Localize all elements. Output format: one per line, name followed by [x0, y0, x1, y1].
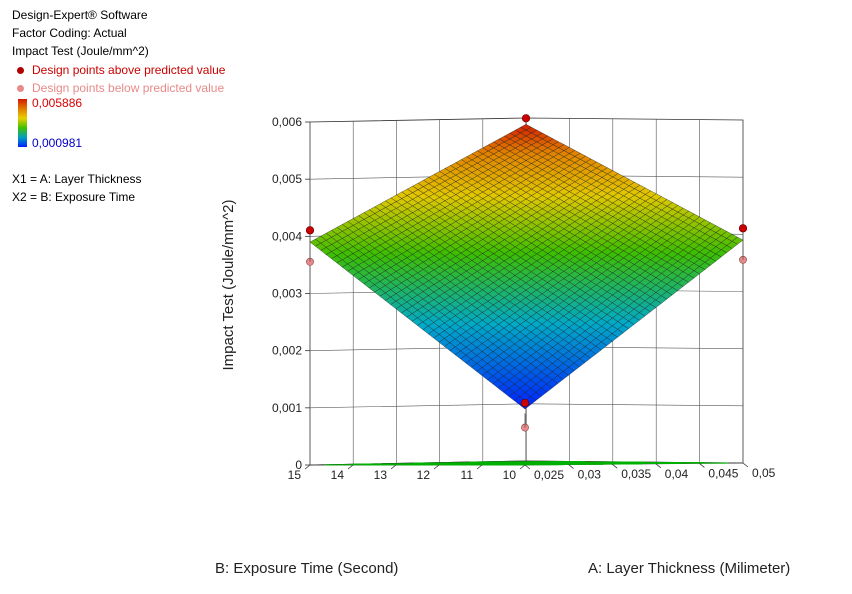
above-legend-label: Design points above predicted value	[32, 63, 226, 77]
y-tick	[476, 464, 483, 470]
design-point-above	[521, 114, 531, 123]
x-tick-label: 0,045	[708, 466, 738, 480]
x1-factor-label: X1 = A: Layer Thickness	[12, 172, 142, 186]
x-tick-label: 0,04	[665, 467, 689, 481]
factor-coding-label: Factor Coding: Actual	[12, 26, 127, 40]
x-axis-title: A: Layer Thickness (Milimeter)	[588, 560, 790, 577]
design-point-above	[738, 224, 748, 233]
response-surface	[309, 124, 744, 410]
z-tick-label: 0,005	[272, 172, 302, 186]
software-label: Design-Expert® Software	[12, 8, 148, 22]
x-tick	[568, 464, 574, 469]
z-tick-label: 0,003	[272, 287, 302, 301]
y-axis-title: B: Exposure Time (Second)	[215, 560, 398, 577]
design-point-above	[305, 226, 315, 235]
y-tick	[433, 464, 440, 470]
y-tick	[304, 464, 311, 470]
y-tick-label: 10	[503, 468, 517, 482]
above-dot-icon	[17, 67, 24, 74]
color-min-label: 0,000981	[32, 136, 83, 150]
axis-ticks: 0 0,001 0,002 0,003 0,004 0,005 0,006 0,025 0,03…	[272, 115, 776, 482]
below-legend-label: Design points below predicted value	[32, 81, 225, 95]
y-tick-label: 11	[461, 468, 474, 482]
x-tick-label: 0,035	[621, 467, 651, 481]
x-tick-label: 0,025	[534, 468, 564, 482]
x-tick-label: 0,05	[752, 466, 776, 480]
x2-factor-label: X2 = B: Exposure Time	[12, 190, 136, 204]
y-tick-label: 13	[374, 468, 388, 482]
z-tick-label: 0,001	[272, 401, 302, 415]
contour-line	[413, 461, 645, 464]
x-tick-label: 0,03	[578, 468, 602, 482]
y-tick-label: 14	[331, 468, 345, 482]
z-tick-label: 0	[295, 458, 302, 472]
design-points	[305, 114, 748, 432]
x-tick	[611, 463, 618, 469]
design-point-above	[520, 398, 530, 408]
floor-contour	[309, 460, 744, 466]
color-scale-bar	[18, 99, 27, 147]
y-tick	[519, 464, 526, 470]
x-tick	[524, 464, 531, 470]
below-dot-icon	[17, 85, 24, 92]
wall-gridline	[525, 403, 744, 407]
y-tick-label: 12	[417, 468, 431, 482]
z-tick-label: 0,006	[272, 115, 302, 129]
y-tick	[347, 464, 354, 470]
y-tick	[390, 464, 397, 470]
z-axis-title: Impact Test (Joule/mm^2)	[220, 200, 237, 371]
x-tick	[655, 463, 662, 469]
z-tick-label: 0,004	[272, 229, 302, 243]
wall-gridline	[309, 403, 527, 409]
color-max-label: 0,005886	[32, 96, 83, 110]
z-tick-label: 0,002	[272, 344, 302, 358]
x-tick	[742, 462, 749, 468]
response-label: Impact Test (Joule/mm^2)	[12, 44, 149, 58]
x-tick	[699, 463, 705, 468]
y-tick-label: 15	[288, 468, 302, 482]
contour-line	[469, 460, 586, 463]
